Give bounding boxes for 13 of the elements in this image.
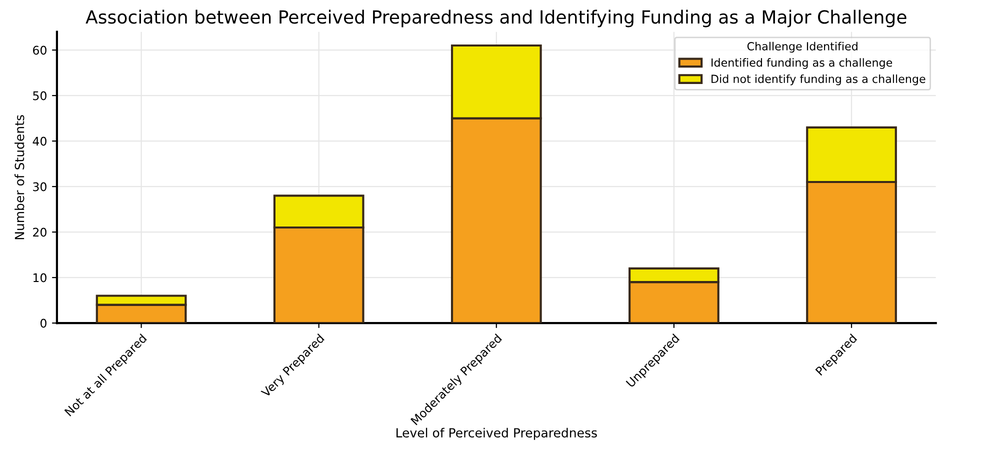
x-axis-title: Level of Perceived Preparedness [396, 428, 597, 440]
y-tick-label: 60 [33, 46, 46, 55]
y-tick-label: 40 [32, 136, 46, 146]
chart-title: Association between Perceived Preparedness and Identifying Funding as a Major Challenge [86, 10, 906, 28]
y-tick-label: 30 [33, 182, 46, 192]
legend-label: Did not identify funding as a challenge [712, 74, 926, 86]
legend-title: Challenge Identified [747, 42, 858, 53]
y-tick-label: 0 [40, 318, 46, 328]
legend-label: Identified funding as a challenge [712, 58, 892, 69]
y-tick-label: 10 [34, 273, 46, 282]
y-tick-label: 20 [33, 228, 46, 237]
y-axis-title: Number of Students [14, 115, 24, 240]
y-tick-label: 50 [33, 91, 46, 100]
